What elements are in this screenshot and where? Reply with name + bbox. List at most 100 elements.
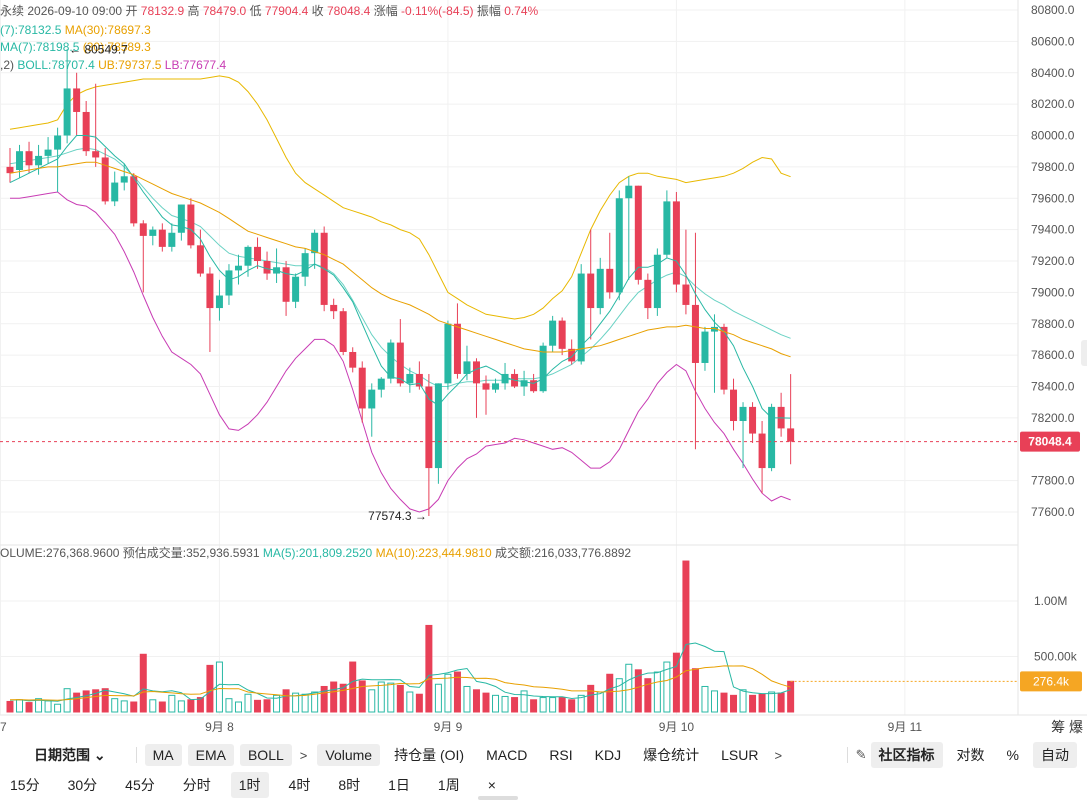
indicator-button-lsur[interactable]: LSUR (721, 747, 759, 763)
interval-4时[interactable]: 4时 (288, 777, 311, 793)
interval-15分[interactable]: 15分 (10, 777, 40, 793)
candle-body (672, 201, 680, 285)
volume-bar (158, 701, 166, 713)
candle-body (377, 378, 385, 390)
candle-body (396, 342, 404, 384)
volume-bar (63, 688, 71, 713)
volume-bar (406, 691, 414, 713)
drag-handle[interactable] (478, 796, 518, 800)
ma7-line (9, 135, 791, 419)
candle-body (568, 348, 576, 362)
community-indicators-button[interactable]: 社区指标 (870, 742, 943, 768)
candle-body (73, 88, 81, 112)
interval-30分[interactable]: 30分 (67, 777, 98, 793)
edit-icon[interactable]: ✎ (855, 747, 867, 762)
indicator-button-ema[interactable]: EMA (187, 744, 234, 766)
volume-bar (558, 697, 566, 713)
volume-bar (120, 700, 128, 713)
volume-ma5-line (9, 642, 791, 702)
percent-scale-toggle[interactable]: % (1006, 747, 1019, 763)
high-price-label: ← 80549.7 (69, 42, 128, 56)
indicator-button-ma[interactable]: MA (144, 744, 182, 766)
volume-bar (6, 700, 14, 713)
interval-分时[interactable]: 分时 (182, 777, 211, 793)
candle-body (634, 185, 642, 280)
candle-body (653, 254, 661, 309)
price-tags: ← 80549.7 77574.3 → 78048.4 276.4k 筹 爆 (0, 42, 1083, 735)
low-price-label: 77574.3 → (368, 509, 427, 523)
candle-body (615, 198, 623, 293)
candle-body (263, 261, 271, 274)
indicator-button-volume[interactable]: Volume (317, 744, 381, 766)
candle-body (749, 406, 757, 434)
interval-1时[interactable]: 1时 (230, 772, 269, 798)
indicator-button--oi-[interactable]: 持仓量 (OI) (394, 747, 465, 763)
volume-bar (472, 689, 480, 713)
candle-body (44, 149, 52, 156)
candle-body (625, 185, 633, 199)
indicator-button-kdj[interactable]: KDJ (594, 747, 622, 763)
volume-bar (377, 681, 385, 713)
candle-body (539, 345, 547, 392)
indicator-button-macd[interactable]: MACD (486, 747, 528, 763)
volume-bar (749, 694, 757, 713)
candle-body (501, 373, 509, 384)
volume-bar (282, 689, 290, 713)
time-tick-label: 9月 9 (434, 720, 463, 734)
volume-bar (615, 678, 623, 713)
volume-bar (653, 671, 661, 713)
volume-bar (777, 692, 785, 713)
volume-bar (501, 695, 509, 713)
ma30-line (9, 161, 791, 358)
boll-upper-line (9, 75, 791, 320)
indicator-button-rsi[interactable]: RSI (549, 747, 573, 763)
toolbar-more-arrow[interactable]: > (774, 747, 783, 763)
volume-bar (691, 668, 699, 713)
legends: 永续 2026-09-10 09:00 开 78132.9 高 78479.0 … (0, 3, 631, 560)
price-tick-label: 80000.0 (1031, 129, 1075, 143)
volume-bar (720, 692, 728, 713)
candle-body (730, 389, 738, 422)
candle-body (244, 246, 252, 266)
candle-body (292, 276, 300, 302)
price-tick-label: 79800.0 (1031, 160, 1075, 174)
candle-body (720, 326, 728, 390)
volume-bar (453, 671, 461, 713)
candle-body (330, 304, 338, 312)
volume-bar (54, 703, 62, 713)
close-icon[interactable]: × (487, 777, 496, 793)
candle-body (16, 151, 24, 171)
volume-bar (16, 699, 24, 713)
date-range-dropdown[interactable]: 日期范围 ⌄ (34, 747, 106, 763)
volume-bar (596, 691, 604, 713)
price-axis: 80800.0 80600.0 80400.0 80200.0 80000.0 79800… (1031, 3, 1078, 664)
interval-8时[interactable]: 8时 (338, 777, 361, 793)
candle-body (701, 331, 709, 363)
volume-bar (196, 697, 204, 713)
volume-bar (568, 699, 576, 713)
candle-body (463, 361, 471, 374)
interval-45分[interactable]: 45分 (125, 777, 155, 793)
volume-bar (320, 685, 328, 713)
interval-1周[interactable]: 1周 (437, 777, 460, 793)
candle-body (530, 380, 538, 392)
auto-scale-toggle[interactable]: 自动 (1033, 742, 1077, 768)
boll-legend: ,2) BOLL:78707.4 UB:79737.5 LB:77677.4 (0, 58, 227, 72)
volume-bar (25, 702, 33, 713)
volume-bar (254, 699, 262, 713)
toolbar-more-arrow[interactable]: > (299, 747, 308, 763)
indicator-button--[interactable]: 爆仓统计 (643, 747, 700, 763)
log-scale-toggle[interactable]: 对数 (956, 747, 985, 763)
volume-bar (149, 699, 157, 713)
candle-body (311, 232, 319, 254)
candle-body (92, 151, 100, 158)
indicator-button-boll[interactable]: BOLL (239, 744, 292, 766)
panel-collapse-tab[interactable] (1081, 340, 1087, 366)
current-volume-value: 276.4k (1033, 674, 1070, 688)
candle-body (120, 176, 128, 183)
interval-1日[interactable]: 1日 (388, 777, 410, 793)
candle-body (177, 204, 185, 233)
volume-bar (787, 680, 795, 713)
candle-body (444, 323, 452, 384)
candlestick-chart[interactable]: 80800.0 80600.0 80400.0 80200.0 80000.0 79800… (0, 0, 1087, 740)
